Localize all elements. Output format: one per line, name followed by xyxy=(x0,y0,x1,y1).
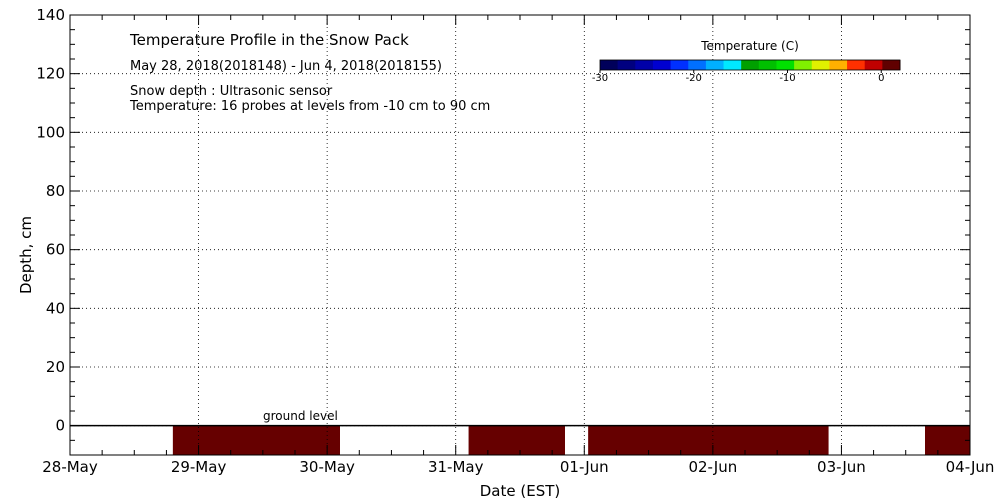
x-tick-label-31-May: 31-May xyxy=(428,458,484,476)
y-tick-labels: 0 20 40 60 80 100 120 140 xyxy=(36,6,65,435)
colorbar-segment-1 xyxy=(617,60,636,70)
colorbar-tick-labels: -30 -20 -10 0 xyxy=(592,73,885,84)
colorbar-segment-9 xyxy=(758,60,777,70)
colorbar-segment-8 xyxy=(741,60,760,70)
colorbar-title: Temperature (C) xyxy=(700,39,799,53)
colorbar xyxy=(599,59,901,73)
colorbar-segment-2 xyxy=(635,60,654,70)
colorbar-segment-11 xyxy=(794,60,813,70)
y-tick-label-0: 0 xyxy=(55,417,65,435)
colorbar-label-2: -10 xyxy=(779,73,795,84)
colorbar-frame xyxy=(599,59,901,71)
y-tick-label-140: 140 xyxy=(36,6,65,24)
x-tick-label-01-Jun: 01-Jun xyxy=(560,458,609,476)
colorbar-segment-12 xyxy=(811,60,830,70)
y-tick-label-60: 60 xyxy=(46,241,65,259)
heat-block-0 xyxy=(172,425,340,455)
y-tick-label-40: 40 xyxy=(46,299,65,317)
grid-lines xyxy=(70,15,970,455)
note-temperature: Temperature: 16 probes at levels from -1… xyxy=(129,99,490,114)
x-tick-label-30-May: 30-May xyxy=(299,458,355,476)
colorbar-segment-6 xyxy=(705,60,725,70)
colorbar-segment-13 xyxy=(829,60,848,70)
heat-block-2 xyxy=(588,425,829,455)
y-tick-label-80: 80 xyxy=(46,182,65,200)
heat-block-3 xyxy=(925,425,970,455)
note-snow-depth: Snow depth : Ultrasonic sensor xyxy=(130,84,333,99)
colorbar-segment-0 xyxy=(600,60,619,70)
colorbar-segment-4 xyxy=(670,60,689,70)
colorbar-segment-7 xyxy=(723,60,742,70)
colorbar-label-1: -20 xyxy=(686,73,702,84)
x-axis-label: Date (EST) xyxy=(480,482,561,500)
chart-subtitle: May 28, 2018(2018148) - Jun 4, 2018(2018… xyxy=(130,59,442,74)
ground-level-annotation: ground level xyxy=(263,409,338,423)
colorbar-label-3: 0 xyxy=(878,73,884,84)
x-tick-label-29-May: 29-May xyxy=(171,458,227,476)
heat-blocks xyxy=(172,425,970,455)
y-tick-label-100: 100 xyxy=(36,123,65,141)
x-tick-label-03-Jun: 03-Jun xyxy=(817,458,866,476)
colorbar-segment-14 xyxy=(847,60,866,70)
colorbar-segment-3 xyxy=(652,60,672,70)
x-tick-label-28-May: 28-May xyxy=(42,458,98,476)
colorbar-segment-15 xyxy=(864,60,883,70)
plot-frame xyxy=(69,14,971,456)
y-tick-label-20: 20 xyxy=(46,358,65,376)
colorbar-label-0: -30 xyxy=(592,73,608,84)
x-tick-label-02-Jun: 02-Jun xyxy=(688,458,737,476)
y-axis-label: Depth, cm xyxy=(17,216,35,294)
y-tick-label-120: 120 xyxy=(36,65,65,83)
colorbar-segment-5 xyxy=(688,60,707,70)
colorbar-segment-10 xyxy=(776,60,795,70)
chart-title: Temperature Profile in the Snow Pack xyxy=(129,31,409,49)
heat-block-1 xyxy=(468,425,565,455)
x-tick-labels: 28-May 29-May 30-May 31-May 01-Jun 02-Jun 03-J… xyxy=(42,458,994,476)
x-tick-label-04-Jun: 04-Jun xyxy=(946,458,995,476)
colorbar-segment-16 xyxy=(882,60,901,70)
axis-ticks xyxy=(69,14,971,456)
